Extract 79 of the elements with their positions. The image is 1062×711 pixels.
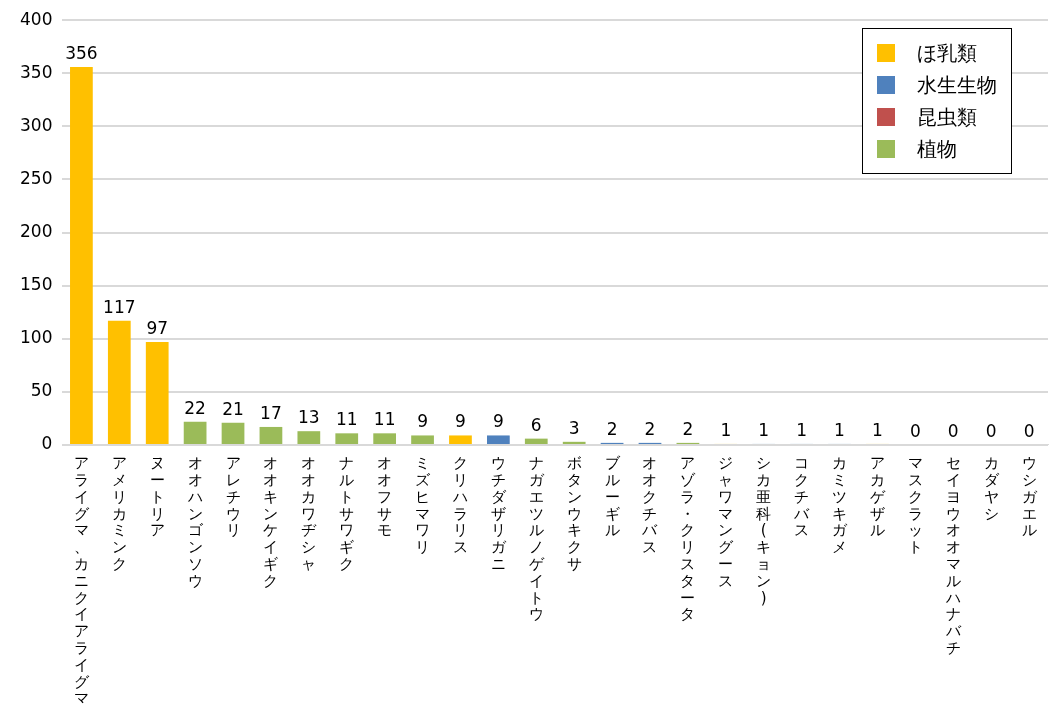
y-tick-label: 250	[19, 167, 53, 188]
x-tick-label: アカゲザル	[869, 454, 886, 540]
bar	[297, 431, 321, 444]
legend-label: 植物	[917, 135, 957, 163]
x-tick-label: ジャワマングース	[718, 454, 735, 590]
x-tick-label: ヌートリア	[149, 454, 165, 540]
data-label: 1	[758, 419, 770, 440]
bar	[449, 435, 472, 444]
bar	[259, 426, 283, 444]
y-tick-label: 0	[41, 433, 53, 454]
x-tick-label: カダヤシ	[983, 454, 1000, 523]
x-tick-label: アメリカミンク	[111, 454, 127, 574]
data-label: 117	[103, 296, 136, 317]
y-tick-label: 50	[30, 380, 53, 401]
data-label: 3	[568, 417, 580, 438]
data-label: 2	[644, 418, 656, 439]
data-label: 0	[985, 420, 997, 441]
bar	[335, 433, 359, 444]
x-tick-label: クリハラリス	[451, 454, 468, 557]
data-label: 0	[947, 420, 959, 441]
data-label: 0	[1023, 420, 1035, 441]
data-label: 1	[720, 419, 732, 440]
data-label: 2	[606, 418, 618, 439]
bar	[524, 438, 548, 444]
x-tick-label: オオカワヂシャ	[301, 454, 318, 574]
x-tick-label: マスクラット	[907, 454, 923, 557]
category-label: アライグマ、カニクイアライグマ	[73, 454, 89, 708]
x-tick-label: ナルトサワギク	[339, 454, 355, 574]
legend-label: 昆虫類	[917, 103, 977, 131]
x-tick-label: ミズヒマワリ	[415, 454, 432, 557]
data-label: 1	[796, 419, 808, 440]
y-tick-label: 150	[19, 274, 53, 295]
bar	[373, 433, 397, 444]
data-label: 1	[834, 419, 845, 440]
bar	[145, 341, 169, 444]
x-tick-label: コクチバス	[793, 454, 811, 540]
data-label: 21	[222, 398, 244, 419]
data-label: 356	[65, 42, 98, 63]
category-label: シカ亜科(キョン)	[756, 454, 772, 607]
x-tick-label: オオハンゴンソウ	[186, 454, 204, 590]
data-label: 11	[335, 409, 358, 430]
data-label: 11	[373, 409, 396, 430]
data-label: 13	[298, 407, 320, 428]
x-tick-label: ウチダザリガニ	[490, 454, 507, 574]
category-label: ナガエツルノゲイトウ	[528, 454, 544, 624]
bar	[183, 421, 207, 444]
data-label: 6	[530, 414, 542, 435]
bar	[107, 320, 131, 444]
y-tick-label: 350	[19, 61, 53, 82]
category-label: アゾラ・クリスタータ	[680, 454, 696, 624]
data-label: 0	[909, 420, 921, 441]
x-tick-label: ブルーギル	[604, 454, 621, 540]
bar	[411, 435, 434, 444]
x-tick-label: オオフサモ	[377, 454, 393, 540]
data-label: 2	[682, 418, 694, 439]
x-tick-label: ボタンウキクサ	[566, 454, 582, 574]
data-label: 17	[260, 402, 282, 423]
bar	[562, 441, 586, 444]
x-tick-label: ウシガエル	[1021, 454, 1038, 540]
x-tick-label: アレチウリ	[225, 454, 241, 540]
y-tick-label: 200	[19, 221, 53, 242]
y-tick-label: 400	[19, 8, 53, 29]
bar	[221, 422, 245, 444]
legend-label: ほ乳類	[917, 39, 977, 67]
bar	[70, 66, 93, 444]
data-label: 9	[455, 411, 466, 432]
legend-label: 水生生物	[917, 71, 997, 99]
y-tick-label: 300	[19, 114, 53, 135]
data-label: 22	[184, 397, 206, 418]
data-label: 9	[417, 411, 428, 432]
data-label: 9	[492, 411, 504, 432]
data-label: 1	[872, 419, 883, 440]
data-label: 97	[146, 317, 169, 338]
x-tick-label: オオクチバス	[641, 454, 659, 557]
category-label: セイヨウオオマルハナバチ	[945, 454, 961, 658]
x-tick-label: オオキンケイギク	[263, 454, 279, 590]
y-tick-label: 100	[19, 327, 53, 348]
bar	[486, 435, 510, 444]
x-tick-label: カミツキガメ	[832, 454, 849, 557]
